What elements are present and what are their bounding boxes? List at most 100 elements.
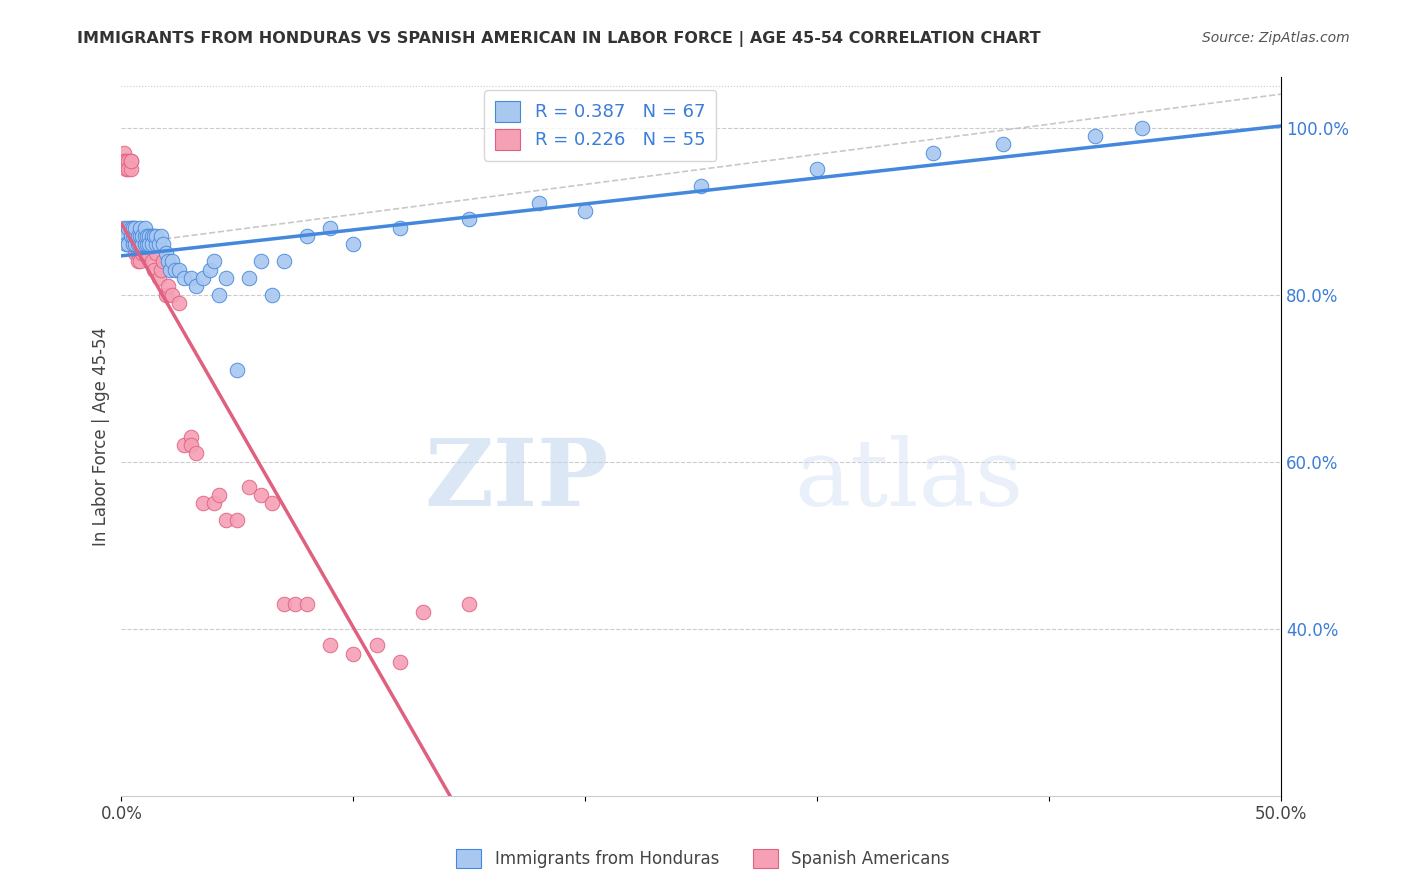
- Point: [124, 229, 146, 244]
- Point: [169, 296, 191, 310]
- Point: [112, 220, 135, 235]
- Point: [145, 237, 167, 252]
- Point: [1130, 120, 1153, 135]
- Point: [169, 262, 191, 277]
- Point: [208, 488, 231, 502]
- Point: [122, 220, 145, 235]
- Point: [152, 237, 174, 252]
- Point: [129, 229, 152, 244]
- Point: [458, 597, 481, 611]
- Point: [117, 162, 139, 177]
- Point: [295, 229, 318, 244]
- Point: [120, 162, 142, 177]
- Point: [156, 279, 179, 293]
- Point: [156, 254, 179, 268]
- Point: [120, 153, 142, 168]
- Point: [112, 153, 135, 168]
- Point: [138, 237, 160, 252]
- Point: [136, 237, 159, 252]
- Point: [574, 204, 596, 219]
- Point: [122, 220, 145, 235]
- Point: [155, 245, 177, 260]
- Point: [141, 229, 163, 244]
- Point: [163, 262, 186, 277]
- Point: [134, 220, 156, 235]
- Point: [129, 220, 152, 235]
- Point: [191, 496, 214, 510]
- Point: [149, 262, 172, 277]
- Point: [112, 145, 135, 160]
- Point: [120, 153, 142, 168]
- Point: [145, 245, 167, 260]
- Point: [115, 162, 138, 177]
- Point: [162, 254, 184, 268]
- Point: [690, 179, 713, 194]
- Point: [120, 229, 142, 244]
- Point: [319, 639, 342, 653]
- Point: [215, 271, 238, 285]
- Point: [249, 254, 271, 268]
- Point: [262, 287, 284, 301]
- Point: [412, 605, 434, 619]
- Point: [180, 271, 202, 285]
- Point: [284, 597, 307, 611]
- Point: [127, 245, 149, 260]
- Point: [226, 513, 249, 527]
- Point: [124, 237, 146, 252]
- Point: [134, 237, 156, 252]
- Point: [342, 647, 364, 661]
- Point: [122, 229, 145, 244]
- Point: [198, 262, 221, 277]
- Point: [922, 145, 945, 160]
- Point: [124, 237, 146, 252]
- Point: [806, 162, 828, 177]
- Point: [142, 229, 165, 244]
- Point: [215, 513, 238, 527]
- Point: [134, 245, 156, 260]
- Point: [129, 237, 152, 252]
- Point: [388, 220, 411, 235]
- Point: [366, 639, 388, 653]
- Point: [127, 229, 149, 244]
- Point: [238, 480, 260, 494]
- Text: Source: ZipAtlas.com: Source: ZipAtlas.com: [1202, 31, 1350, 45]
- Point: [115, 237, 138, 252]
- Point: [458, 212, 481, 227]
- Point: [131, 245, 153, 260]
- Point: [138, 229, 160, 244]
- Text: atlas: atlas: [794, 434, 1024, 524]
- Point: [184, 446, 207, 460]
- Point: [262, 496, 284, 510]
- Point: [134, 229, 156, 244]
- Legend: Immigrants from Honduras, Spanish Americans: Immigrants from Honduras, Spanish Americ…: [450, 842, 956, 875]
- Point: [527, 195, 550, 210]
- Point: [249, 488, 271, 502]
- Point: [388, 655, 411, 669]
- Point: [152, 254, 174, 268]
- Legend: R = 0.387   N = 67, R = 0.226   N = 55: R = 0.387 N = 67, R = 0.226 N = 55: [484, 90, 716, 161]
- Point: [117, 237, 139, 252]
- Point: [127, 237, 149, 252]
- Point: [141, 237, 163, 252]
- Point: [122, 237, 145, 252]
- Point: [115, 229, 138, 244]
- Point: [295, 597, 318, 611]
- Point: [184, 279, 207, 293]
- Point: [149, 229, 172, 244]
- Point: [191, 271, 214, 285]
- Point: [202, 254, 225, 268]
- Point: [180, 429, 202, 443]
- Point: [131, 237, 153, 252]
- Point: [131, 237, 153, 252]
- Point: [1084, 128, 1107, 143]
- Point: [122, 237, 145, 252]
- Point: [124, 220, 146, 235]
- Point: [129, 254, 152, 268]
- Point: [129, 245, 152, 260]
- Point: [134, 237, 156, 252]
- Point: [136, 229, 159, 244]
- Point: [131, 229, 153, 244]
- Point: [180, 438, 202, 452]
- Point: [159, 262, 181, 277]
- Point: [273, 597, 295, 611]
